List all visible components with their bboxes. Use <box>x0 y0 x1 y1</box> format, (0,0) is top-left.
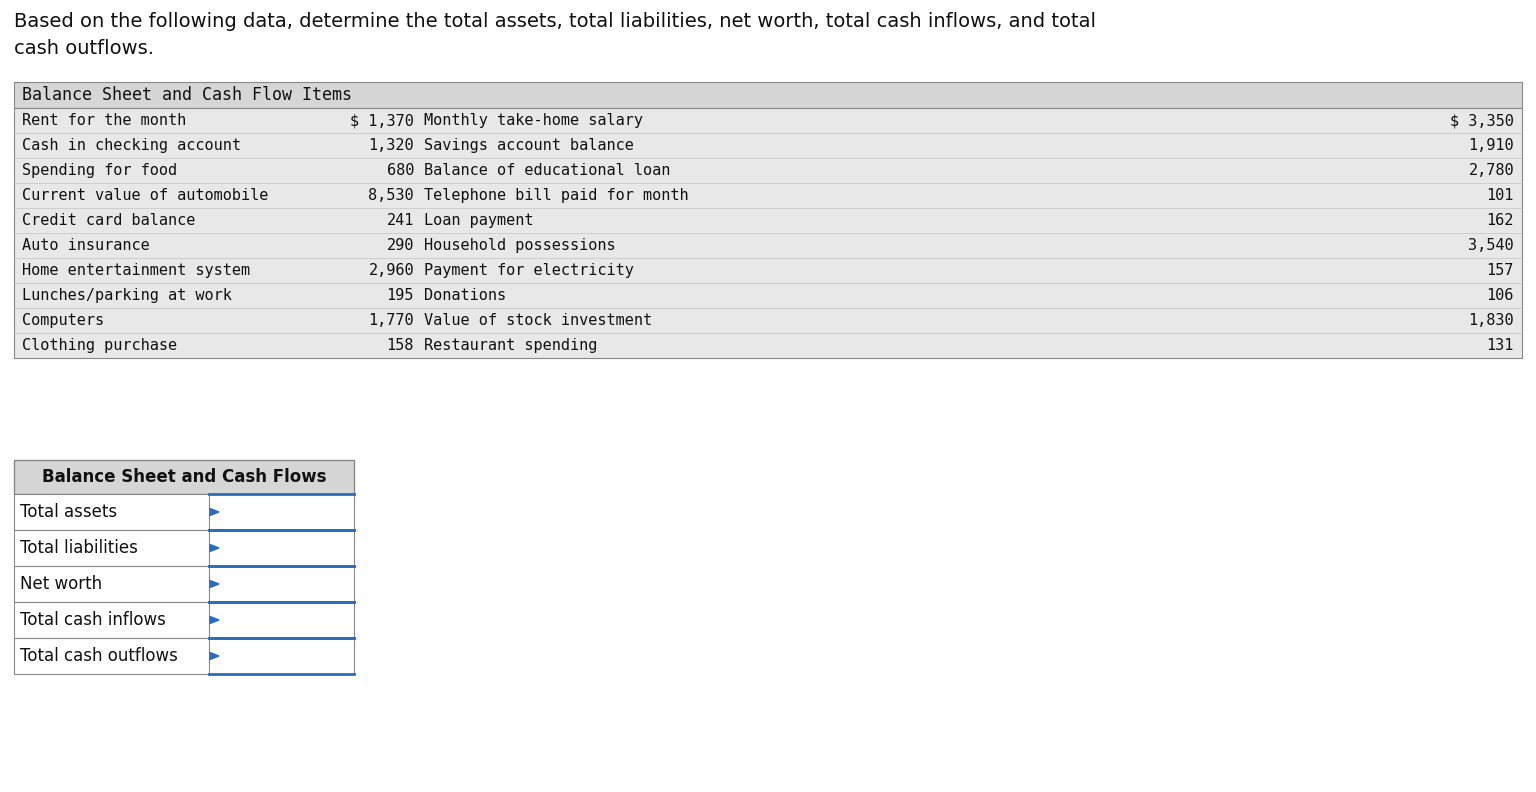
Text: 2,960: 2,960 <box>369 263 415 278</box>
Text: Household possessions: Household possessions <box>424 238 616 253</box>
Bar <box>14 638 353 674</box>
Bar <box>14 566 353 602</box>
Text: 1,320: 1,320 <box>369 138 415 153</box>
Text: Lunches/parking at work: Lunches/parking at work <box>22 288 232 303</box>
Text: 106: 106 <box>1487 288 1514 303</box>
Text: Computers: Computers <box>22 313 104 328</box>
Polygon shape <box>210 653 220 660</box>
Text: Home entertainment system: Home entertainment system <box>22 263 250 278</box>
Text: Rent for the month: Rent for the month <box>22 113 186 128</box>
Text: Restaurant spending: Restaurant spending <box>424 338 598 353</box>
Text: Savings account balance: Savings account balance <box>424 138 634 153</box>
Text: 3,540: 3,540 <box>1468 238 1514 253</box>
Text: Donations: Donations <box>424 288 507 303</box>
Text: 1,770: 1,770 <box>369 313 415 328</box>
Text: Cash in checking account: Cash in checking account <box>22 138 241 153</box>
Text: Total cash inflows: Total cash inflows <box>20 611 166 629</box>
Text: Balance Sheet and Cash Flows: Balance Sheet and Cash Flows <box>41 468 326 486</box>
Text: 2,780: 2,780 <box>1468 163 1514 178</box>
Text: 101: 101 <box>1487 188 1514 203</box>
Text: 162: 162 <box>1487 213 1514 228</box>
Text: Auto insurance: Auto insurance <box>22 238 149 253</box>
Text: 1,910: 1,910 <box>1468 138 1514 153</box>
Text: Credit card balance: Credit card balance <box>22 213 195 228</box>
Text: $ 3,350: $ 3,350 <box>1450 113 1514 128</box>
Text: Total assets: Total assets <box>20 503 117 521</box>
Bar <box>14 494 353 530</box>
Polygon shape <box>210 508 220 516</box>
Text: 157: 157 <box>1487 263 1514 278</box>
Text: Spending for food: Spending for food <box>22 163 177 178</box>
Text: Value of stock investment: Value of stock investment <box>424 313 653 328</box>
Text: Clothing purchase: Clothing purchase <box>22 338 177 353</box>
Text: 1,830: 1,830 <box>1468 313 1514 328</box>
Text: 158: 158 <box>387 338 415 353</box>
Text: Monthly take-home salary: Monthly take-home salary <box>424 113 644 128</box>
Text: $ 1,370: $ 1,370 <box>350 113 415 128</box>
Bar <box>14 602 353 638</box>
Text: 131: 131 <box>1487 338 1514 353</box>
Text: 290: 290 <box>387 238 415 253</box>
Bar <box>14 82 1522 108</box>
Text: Balance Sheet and Cash Flow Items: Balance Sheet and Cash Flow Items <box>22 86 352 104</box>
Bar <box>14 108 1522 358</box>
Text: 8,530: 8,530 <box>369 188 415 203</box>
Text: Balance of educational loan: Balance of educational loan <box>424 163 670 178</box>
Text: Net worth: Net worth <box>20 575 101 593</box>
Text: Current value of automobile: Current value of automobile <box>22 188 269 203</box>
Text: Based on the following data, determine the total assets, total liabilities, net : Based on the following data, determine t… <box>14 12 1097 59</box>
Polygon shape <box>210 616 220 623</box>
Text: Total liabilities: Total liabilities <box>20 539 138 557</box>
Polygon shape <box>210 545 220 551</box>
Text: Payment for electricity: Payment for electricity <box>424 263 634 278</box>
Text: 241: 241 <box>387 213 415 228</box>
Bar <box>14 530 353 566</box>
Text: Loan payment: Loan payment <box>424 213 533 228</box>
Bar <box>14 460 353 494</box>
Text: 195: 195 <box>387 288 415 303</box>
Polygon shape <box>210 581 220 588</box>
Text: Total cash outflows: Total cash outflows <box>20 647 178 665</box>
Text: 680: 680 <box>387 163 415 178</box>
Text: Telephone bill paid for month: Telephone bill paid for month <box>424 188 688 203</box>
